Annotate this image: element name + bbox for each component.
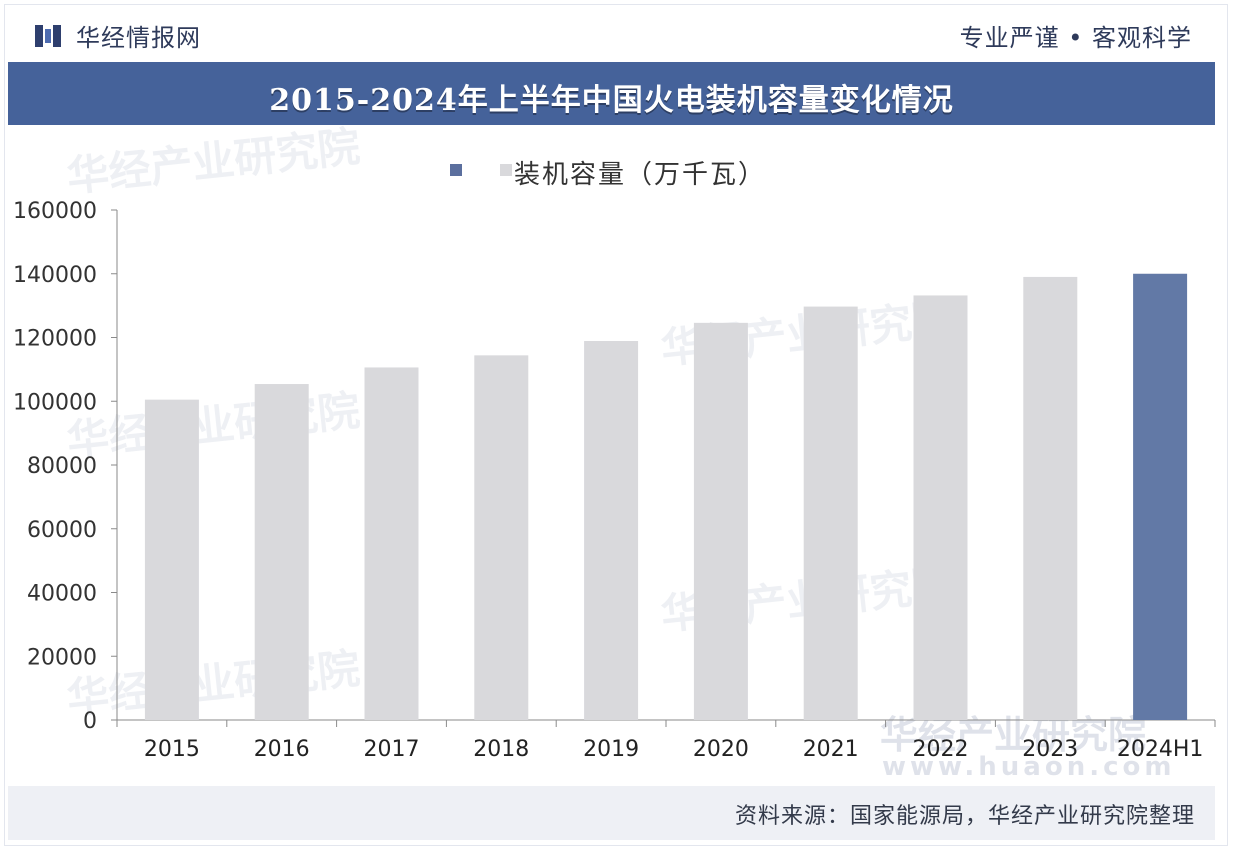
y-tick-label: 140000 <box>13 263 97 288</box>
y-tick-label: 40000 <box>27 582 97 607</box>
y-tick-label: 80000 <box>27 454 97 479</box>
brand-motto: 专业严谨 • 客观科学 <box>959 24 1192 52</box>
x-tick-label: 2022 <box>913 737 969 762</box>
y-tick-label: 0 <box>83 709 97 734</box>
y-tick-label: 60000 <box>27 518 97 543</box>
x-tick-label: 2015 <box>144 737 200 762</box>
chart-title: 2015-2024年上半年中国火电装机容量变化情况 <box>269 83 954 118</box>
brand-bar: 华经情报网 专业严谨 • 客观科学 <box>0 0 1234 62</box>
bar-2022 <box>913 295 968 720</box>
x-tick-label: 2021 <box>803 737 859 762</box>
brand-name: 华经情报网 <box>76 24 201 52</box>
y-tick-label: 20000 <box>27 645 97 670</box>
bar-2024H1 <box>1133 273 1188 720</box>
x-tick-label: 2024H1 <box>1117 737 1204 762</box>
x-tick-label: 2019 <box>583 737 639 762</box>
footer-bar: 资料来源：国家能源局，华经产业研究院整理 <box>8 786 1215 840</box>
bar-2023 <box>1023 276 1078 720</box>
x-tick-label: 2017 <box>364 737 420 762</box>
y-tick-label: 100000 <box>13 390 97 415</box>
legend-swatch-light <box>500 164 512 176</box>
logo-icon <box>35 25 61 47</box>
source-note: 资料来源：国家能源局，华经产业研究院整理 <box>734 804 1195 829</box>
y-tick-label: 120000 <box>13 327 97 352</box>
y-tick-label: 160000 <box>13 199 97 224</box>
legend-label: 装机容量（万千瓦） <box>514 160 767 190</box>
x-tick-label: 2016 <box>254 737 310 762</box>
bar-2015 <box>144 399 199 720</box>
bar-2021 <box>803 306 858 720</box>
x-tick-label: 2020 <box>693 737 749 762</box>
bar-2020 <box>693 322 748 720</box>
x-tick-label: 2023 <box>1022 737 1078 762</box>
legend-swatch-dark <box>450 164 462 176</box>
bar-2016 <box>254 384 309 720</box>
title-banner: 2015-2024年上半年中国火电装机容量变化情况 <box>8 62 1215 125</box>
x-tick-label: 2018 <box>473 737 529 762</box>
bar-2019 <box>584 341 639 720</box>
bar-2017 <box>364 367 419 720</box>
bar-2018 <box>474 355 529 720</box>
